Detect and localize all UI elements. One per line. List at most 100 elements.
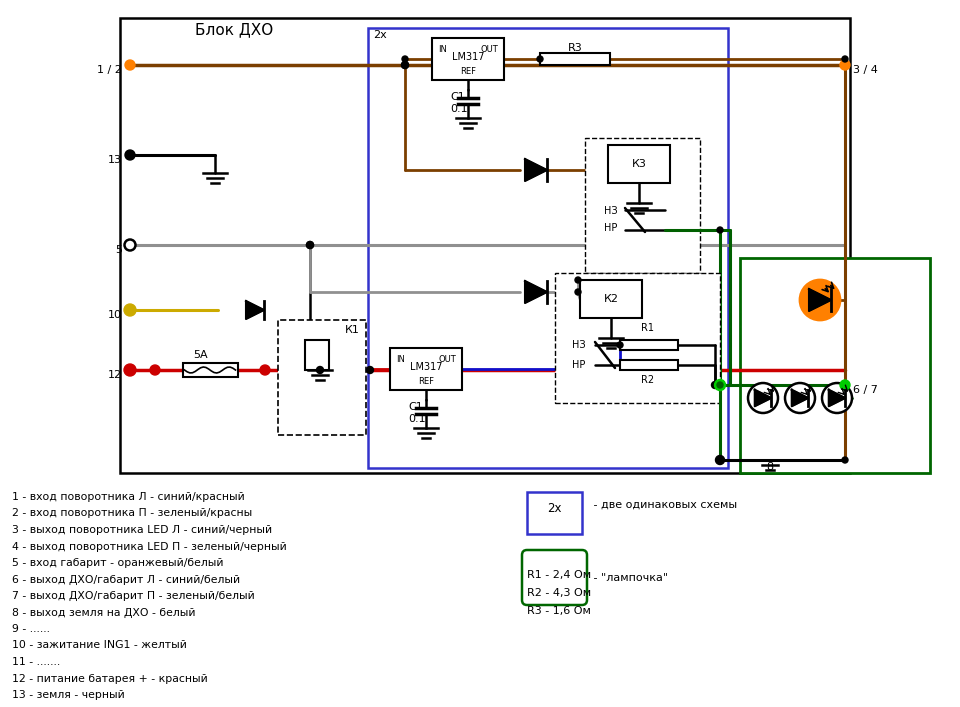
Bar (368, 28, 728, 468)
Text: R1: R1 (641, 323, 655, 333)
Circle shape (401, 62, 409, 69)
Text: 11 - .......: 11 - ....... (12, 657, 60, 667)
Bar (580, 280, 642, 318)
Text: С1: С1 (450, 92, 465, 102)
Text: 13 - земля - черный: 13 - земля - черный (12, 690, 125, 700)
Text: 5А: 5А (193, 350, 207, 360)
Circle shape (711, 382, 718, 389)
Bar (278, 320, 366, 435)
Text: 2х: 2х (373, 30, 387, 40)
Text: 10 - зажитание ING1 - желтый: 10 - зажитание ING1 - желтый (12, 641, 187, 650)
Bar (740, 258, 930, 473)
Text: LM317: LM317 (410, 362, 443, 372)
Text: 6 / 7: 6 / 7 (853, 385, 877, 395)
Circle shape (748, 383, 778, 413)
Text: OUT: OUT (439, 355, 456, 364)
Text: 12 - питание батарея + - красный: 12 - питание батарея + - красный (12, 674, 207, 684)
Circle shape (124, 304, 136, 316)
FancyBboxPatch shape (522, 550, 587, 605)
Circle shape (537, 56, 543, 62)
Bar (390, 348, 462, 390)
Circle shape (124, 364, 136, 376)
Bar (182, 363, 237, 377)
Circle shape (125, 60, 135, 70)
Text: REF: REF (418, 377, 434, 386)
Bar (608, 145, 670, 183)
Text: Блок ДХО: Блок ДХО (195, 22, 274, 37)
Text: R3 - 1,6 Ом: R3 - 1,6 Ом (527, 606, 590, 616)
Circle shape (715, 455, 725, 464)
Circle shape (617, 342, 623, 348)
Text: 3 / 4: 3 / 4 (853, 65, 877, 75)
Bar (527, 492, 582, 534)
Text: R2 - 4,3 Ом: R2 - 4,3 Ом (527, 588, 591, 598)
Text: IN: IN (396, 355, 405, 364)
Text: IN: IN (438, 45, 446, 54)
Circle shape (401, 62, 409, 69)
Text: 6 - выход ДХО/габарит Л - синий/белый: 6 - выход ДХО/габарит Л - синий/белый (12, 575, 240, 585)
Circle shape (260, 365, 270, 375)
Bar (540, 53, 610, 65)
Text: - "лампочка": - "лампочка" (590, 573, 668, 583)
Text: 0.1: 0.1 (408, 414, 425, 424)
Bar (620, 340, 678, 350)
Text: К1: К1 (345, 325, 360, 335)
Text: 5 - вход габарит - оранжевый/белый: 5 - вход габарит - оранжевый/белый (12, 558, 224, 568)
Text: 12: 12 (108, 370, 122, 380)
Text: НЗ: НЗ (572, 340, 586, 350)
Circle shape (125, 240, 135, 250)
Circle shape (800, 280, 840, 320)
Circle shape (842, 56, 848, 62)
Text: R1 - 2,4 Ом: R1 - 2,4 Ом (527, 570, 591, 580)
Text: 9 - ......: 9 - ...... (12, 624, 50, 634)
Text: НР: НР (604, 223, 617, 233)
Bar (620, 360, 678, 370)
Polygon shape (755, 390, 771, 407)
Text: 7 - выход ДХО/габарит П - зеленый/белый: 7 - выход ДХО/габарит П - зеленый/белый (12, 591, 254, 601)
Circle shape (367, 366, 373, 373)
Bar (120, 18, 850, 473)
Text: 5: 5 (115, 245, 122, 255)
Polygon shape (525, 281, 547, 303)
Circle shape (575, 277, 581, 283)
Text: 8 - выход земля на ДХО - белый: 8 - выход земля на ДХО - белый (12, 607, 196, 617)
Text: R3: R3 (567, 43, 583, 53)
Text: LM317: LM317 (452, 52, 484, 62)
Text: R2: R2 (641, 375, 655, 385)
Bar (555, 273, 720, 403)
Text: 3 - выход поворотника LED Л - синий/черный: 3 - выход поворотника LED Л - синий/черн… (12, 525, 272, 535)
Polygon shape (809, 289, 831, 311)
Circle shape (317, 366, 324, 373)
Text: 0.1: 0.1 (450, 104, 468, 114)
Polygon shape (246, 301, 264, 319)
Polygon shape (525, 159, 547, 181)
Circle shape (714, 380, 726, 390)
Text: К3: К3 (632, 159, 646, 169)
Text: 1 / 2: 1 / 2 (97, 65, 122, 75)
Text: OUT: OUT (480, 45, 498, 54)
Circle shape (840, 60, 850, 70)
Circle shape (717, 227, 723, 233)
Text: НР: НР (572, 360, 586, 370)
Text: 8: 8 (766, 462, 774, 472)
Bar (305, 340, 329, 370)
Circle shape (842, 457, 848, 463)
Text: 10: 10 (108, 310, 122, 320)
Text: К2: К2 (604, 294, 618, 304)
Text: REF: REF (460, 67, 476, 76)
Circle shape (306, 242, 314, 248)
Circle shape (785, 383, 815, 413)
Text: 13: 13 (108, 155, 122, 165)
Circle shape (840, 380, 850, 390)
Polygon shape (792, 390, 808, 407)
Text: НЗ: НЗ (604, 206, 617, 216)
Text: 4 - выход поворотника LED П - зеленый/черный: 4 - выход поворотника LED П - зеленый/че… (12, 542, 287, 551)
Circle shape (717, 382, 723, 388)
Circle shape (822, 383, 852, 413)
Text: - две одинаковых схемы: - две одинаковых схемы (590, 500, 737, 510)
Text: 1 - вход поворотника Л - синий/красный: 1 - вход поворотника Л - синий/красный (12, 492, 245, 502)
Circle shape (125, 150, 135, 160)
Bar (432, 38, 504, 80)
Polygon shape (828, 390, 845, 407)
Circle shape (402, 56, 408, 62)
